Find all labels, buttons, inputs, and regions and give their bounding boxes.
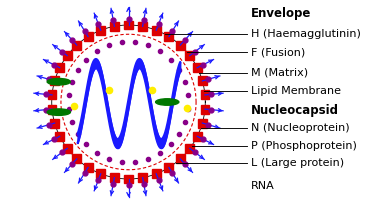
Ellipse shape bbox=[47, 79, 70, 85]
Bar bbox=[48, 105, 56, 114]
Text: H (Haemagglutinin): H (Haemagglutinin) bbox=[251, 29, 361, 39]
Bar bbox=[152, 169, 161, 178]
Text: Envelope: Envelope bbox=[251, 7, 311, 20]
Ellipse shape bbox=[156, 99, 179, 105]
Bar bbox=[55, 63, 64, 72]
Bar bbox=[96, 169, 105, 178]
Bar bbox=[72, 154, 81, 163]
Ellipse shape bbox=[47, 109, 70, 115]
Bar bbox=[198, 76, 207, 85]
Bar bbox=[201, 105, 210, 114]
Bar bbox=[55, 132, 64, 141]
Text: F (Fusion): F (Fusion) bbox=[251, 47, 305, 57]
Bar bbox=[138, 22, 147, 31]
Bar bbox=[110, 173, 119, 182]
Bar bbox=[193, 132, 202, 141]
Polygon shape bbox=[52, 25, 205, 179]
Text: N (Nucleoprotein): N (Nucleoprotein) bbox=[251, 123, 349, 133]
Bar bbox=[110, 22, 119, 31]
Bar bbox=[124, 21, 133, 29]
Bar bbox=[193, 63, 202, 72]
Bar bbox=[72, 41, 81, 50]
Bar bbox=[84, 32, 93, 41]
Bar bbox=[201, 90, 210, 99]
Text: L (Large protein): L (Large protein) bbox=[251, 158, 344, 168]
Bar bbox=[96, 26, 105, 35]
Bar bbox=[152, 26, 161, 35]
Text: RNA: RNA bbox=[251, 181, 274, 191]
Bar bbox=[176, 41, 185, 50]
Bar bbox=[63, 51, 72, 60]
Text: Nucleocapsid: Nucleocapsid bbox=[251, 104, 339, 117]
Bar bbox=[198, 119, 207, 128]
Bar bbox=[165, 163, 173, 172]
Text: M (Matrix): M (Matrix) bbox=[251, 68, 308, 78]
Bar bbox=[50, 119, 59, 128]
Text: Lipid Membrane: Lipid Membrane bbox=[251, 86, 341, 96]
Bar bbox=[176, 154, 185, 163]
Bar bbox=[138, 173, 147, 182]
Text: P (Phosphoprotein): P (Phosphoprotein) bbox=[251, 141, 356, 151]
Bar bbox=[84, 163, 93, 172]
Bar bbox=[185, 144, 194, 153]
Bar bbox=[124, 175, 133, 183]
Bar bbox=[165, 32, 173, 41]
Bar bbox=[185, 51, 194, 60]
Bar bbox=[48, 90, 56, 99]
Bar bbox=[63, 144, 72, 153]
Bar bbox=[50, 76, 59, 85]
